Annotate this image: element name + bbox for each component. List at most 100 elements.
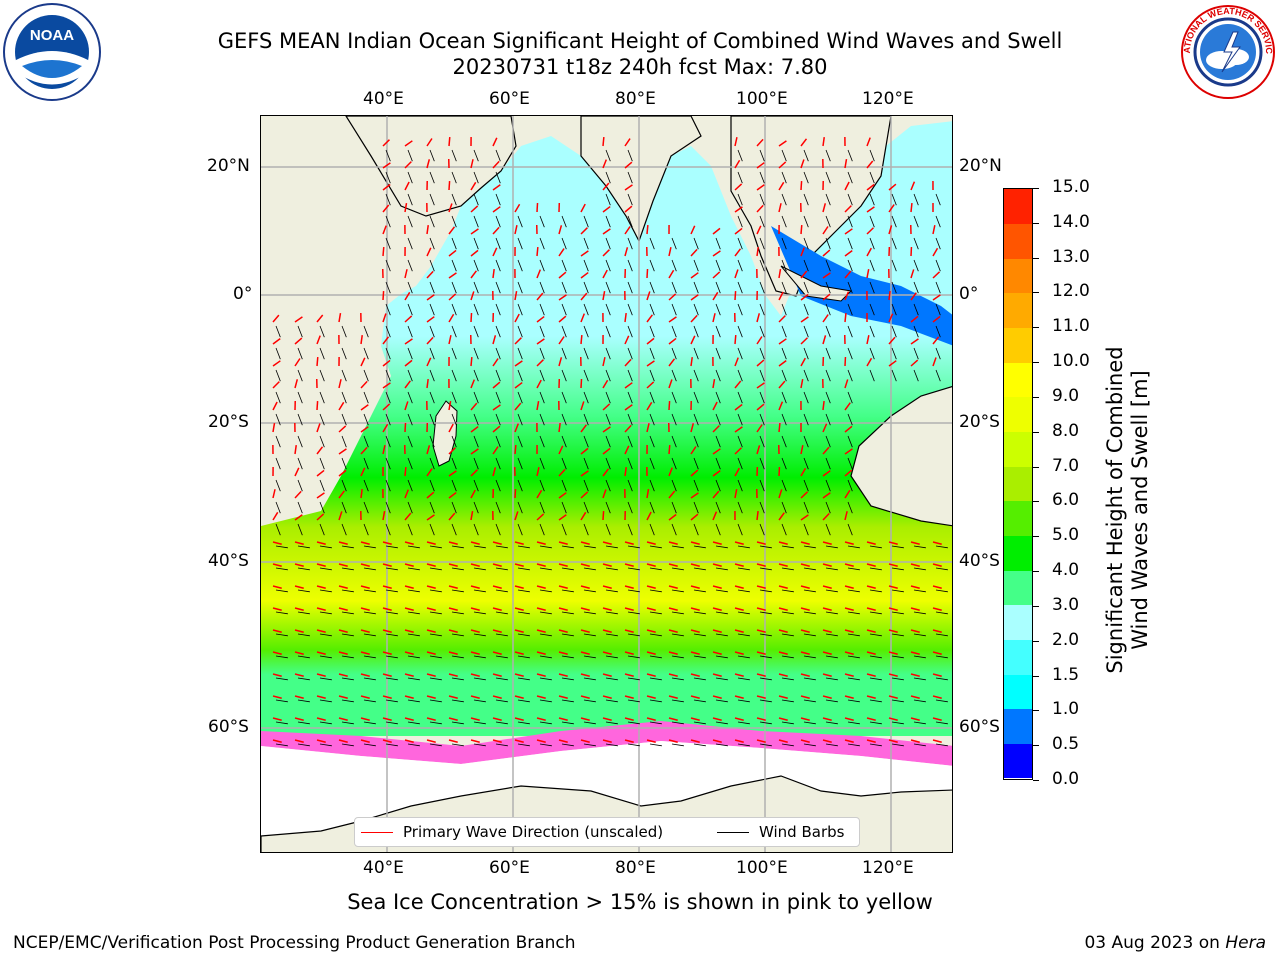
wave-direction-arrow bbox=[448, 293, 457, 301]
wave-direction-arrow bbox=[910, 269, 915, 279]
wave-direction-arrow bbox=[492, 268, 495, 279]
wind-barb bbox=[847, 611, 860, 615]
wind-barb bbox=[495, 633, 508, 637]
wind-barb bbox=[913, 325, 919, 338]
wave-direction-arrow bbox=[888, 204, 895, 213]
wave-direction-arrow bbox=[426, 445, 431, 455]
wave-direction-arrow bbox=[382, 162, 391, 169]
wind-barb bbox=[693, 237, 699, 250]
wind-barb bbox=[385, 435, 391, 448]
wind-barb bbox=[561, 303, 567, 316]
wind-barb bbox=[341, 325, 347, 338]
wind-barb bbox=[385, 677, 398, 681]
wind-barb bbox=[737, 699, 750, 703]
wind-barb bbox=[539, 523, 545, 536]
wave-direction-arrow bbox=[470, 181, 477, 191]
lon-label-bottom: 60°E bbox=[489, 858, 530, 878]
wind-barb bbox=[275, 633, 288, 637]
wind-barb bbox=[517, 633, 530, 637]
wave-direction-arrow bbox=[756, 673, 766, 677]
wind-barb bbox=[693, 391, 699, 404]
wind-barb bbox=[605, 677, 618, 681]
wind-barb bbox=[363, 699, 376, 703]
wind-barb bbox=[825, 567, 838, 571]
wave-direction-arrow bbox=[558, 695, 568, 699]
wind-barb bbox=[649, 457, 655, 470]
wind-barb bbox=[627, 171, 633, 184]
wave-direction-arrow bbox=[800, 607, 810, 611]
wave-direction-arrow bbox=[382, 563, 392, 567]
wave-direction-arrow bbox=[844, 425, 853, 433]
wave-direction-arrow bbox=[756, 607, 766, 611]
wind-barb bbox=[407, 479, 413, 492]
wave-direction-arrow bbox=[866, 585, 876, 589]
wave-direction-arrow bbox=[360, 695, 370, 699]
wave-direction-arrow bbox=[734, 206, 743, 213]
wind-barb bbox=[649, 523, 655, 536]
wave-direction-arrow bbox=[426, 585, 436, 589]
wave-direction-arrow bbox=[888, 695, 898, 699]
wind-barb bbox=[781, 699, 794, 703]
wave-direction-arrow bbox=[910, 563, 920, 567]
wave-direction-arrow bbox=[624, 335, 630, 345]
wind-barb bbox=[583, 369, 589, 382]
wave-direction-arrow bbox=[514, 511, 519, 521]
wind-barb bbox=[561, 369, 567, 382]
wave-direction-arrow bbox=[668, 717, 678, 721]
wind-barb bbox=[935, 611, 948, 615]
wave-direction-arrow bbox=[756, 717, 766, 721]
wind-barb bbox=[627, 523, 633, 536]
wave-direction-arrow bbox=[624, 607, 634, 611]
wave-direction-arrow bbox=[448, 313, 455, 323]
wave-direction-arrow bbox=[514, 629, 524, 633]
wind-barb bbox=[407, 259, 413, 272]
wave-direction-vectors bbox=[272, 136, 948, 747]
wave-direction-arrow bbox=[272, 629, 282, 633]
wind-barb bbox=[759, 479, 765, 492]
wave-direction-arrow bbox=[778, 695, 788, 699]
wind-barb bbox=[781, 347, 787, 360]
wave-direction-arrow bbox=[492, 629, 502, 633]
wind-barb bbox=[935, 347, 941, 360]
wind-barb bbox=[715, 303, 721, 316]
wind-barb bbox=[297, 699, 310, 703]
wave-direction-arrow bbox=[932, 247, 939, 257]
wind-barb bbox=[825, 435, 831, 448]
wave-direction-arrow bbox=[734, 290, 737, 301]
wave-direction-arrow bbox=[712, 401, 718, 411]
wind-barb bbox=[803, 677, 816, 681]
wave-direction-arrow bbox=[866, 183, 875, 191]
wind-barb bbox=[429, 325, 435, 338]
colorbar-tick-label: 0.0 bbox=[1052, 769, 1080, 789]
wind-barb bbox=[495, 545, 508, 549]
wind-barb bbox=[407, 677, 420, 681]
lat-label-left: 0° bbox=[233, 284, 253, 304]
wave-direction-arrow bbox=[624, 382, 633, 389]
wave-direction-arrow bbox=[448, 695, 458, 699]
wave-direction-arrow bbox=[778, 380, 786, 389]
wave-direction-arrow bbox=[602, 563, 612, 567]
colorbar-segment bbox=[1004, 258, 1032, 294]
wind-barb bbox=[913, 567, 926, 571]
wind-barb bbox=[715, 435, 721, 448]
wave-direction-arrow bbox=[756, 739, 766, 743]
wind-barb bbox=[847, 259, 853, 272]
wave-direction-arrow bbox=[866, 335, 870, 345]
wave-direction-arrow bbox=[338, 490, 345, 499]
wave-direction-arrow bbox=[866, 563, 876, 567]
wind-barb bbox=[935, 325, 941, 338]
colorbar-segment bbox=[1004, 708, 1032, 744]
wind-barb bbox=[517, 347, 523, 360]
wind-barb bbox=[363, 457, 369, 470]
wave-direction-arrow bbox=[558, 673, 568, 677]
wind-barb bbox=[583, 699, 596, 703]
wind-barb bbox=[407, 149, 413, 162]
wave-direction-arrow bbox=[888, 739, 898, 743]
wind-barb bbox=[495, 259, 501, 272]
wind-barb bbox=[275, 743, 288, 747]
wave-direction-arrow bbox=[492, 335, 497, 345]
wave-direction-arrow bbox=[272, 563, 282, 567]
wave-direction-arrow bbox=[272, 585, 282, 589]
wind-barb bbox=[561, 237, 567, 250]
wave-direction-arrow bbox=[580, 511, 587, 521]
